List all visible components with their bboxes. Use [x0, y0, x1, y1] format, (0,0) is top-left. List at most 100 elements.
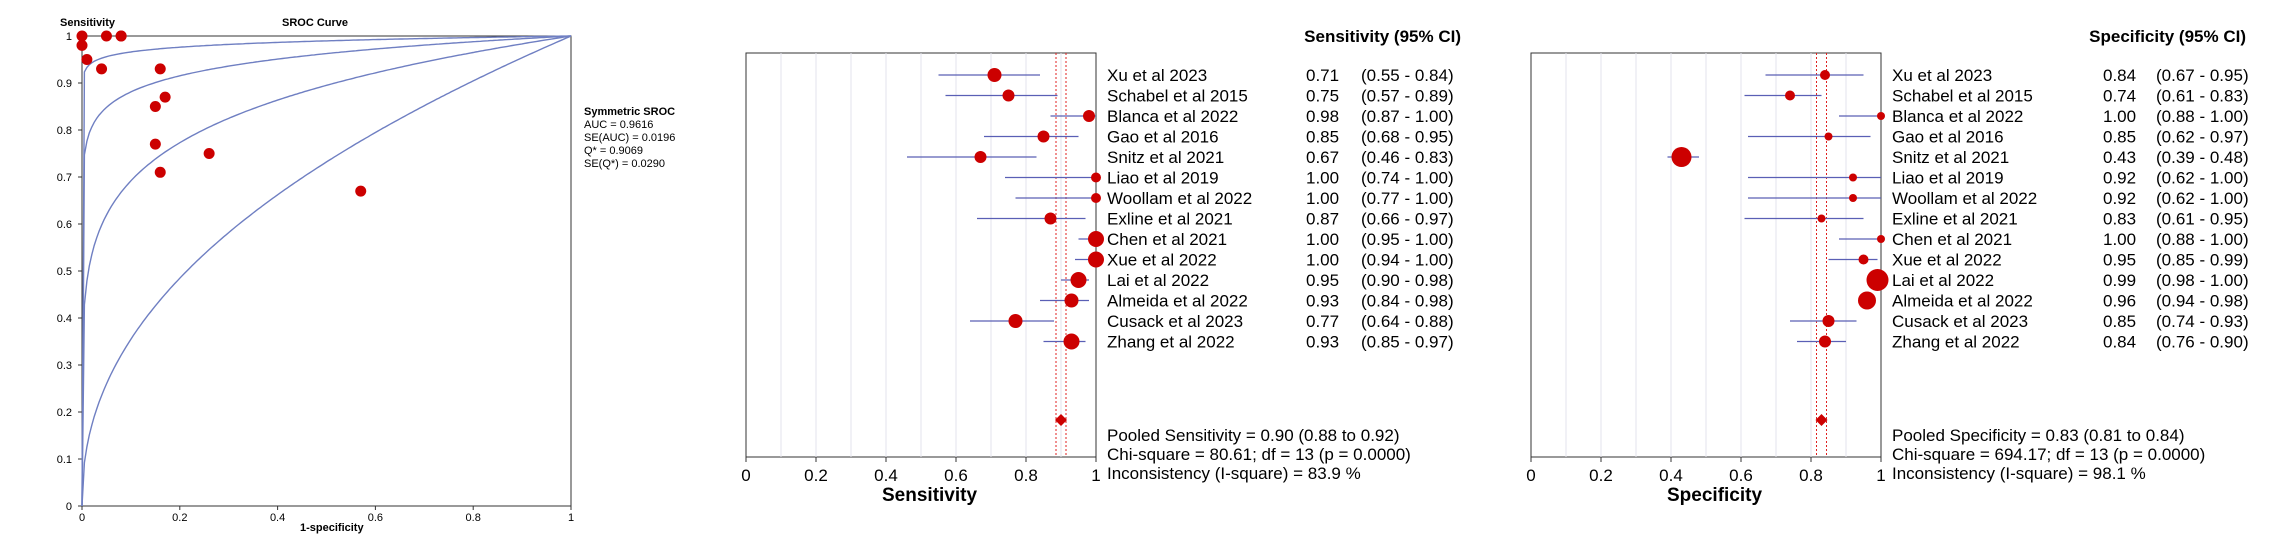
sroc-xlabel: 1-specificity	[300, 522, 364, 534]
study-ci: (0.77 - 1.00)	[1361, 189, 1454, 208]
study-point	[1822, 315, 1835, 327]
sroc-ytick-label: 0.7	[57, 172, 72, 184]
study-ci: (0.87 - 1.00)	[1361, 107, 1454, 126]
sroc-point	[76, 39, 88, 51]
study-point	[1002, 89, 1015, 102]
study-value: 1.00	[1306, 251, 1339, 270]
specificity-marks	[1667, 53, 1889, 457]
sensitivity-study-table: Xu et al 2023 0.71 (0.55 - 0.84) Schabel et…	[1107, 66, 1454, 352]
sroc-curves	[81, 35, 572, 507]
sroc-title: SROC Curve	[282, 17, 348, 29]
study-point	[1877, 235, 1885, 243]
study-value: 0.67	[1306, 148, 1339, 167]
sroc-xtick-label: 0.6	[368, 512, 383, 524]
study-ci: (0.94 - 1.00)	[1361, 251, 1454, 270]
study-ci: (0.57 - 0.89)	[1361, 87, 1454, 106]
specificity-tick-labels: 0 0.2 0.4 0.6 0.8 1	[1526, 466, 1885, 485]
sroc-point	[149, 101, 161, 112]
sensitivity-header: Sensitivity (95% CI)	[1304, 27, 1461, 46]
study-point	[1044, 212, 1057, 225]
study-value: 0.84	[2103, 333, 2136, 352]
study-ci: (0.76 - 0.90)	[2156, 333, 2249, 352]
study-label: Xu et al 2023	[1107, 66, 1207, 85]
sroc-tick-labels: 0 0.1 0.2 0.3 0.4 0.5 0.6 0.7 0.8 0.9 1 0 0.2 0.4 0.6 0…	[57, 31, 574, 524]
sroc-ytick-label: 0.5	[57, 266, 72, 278]
specificity-header: Specificity (95% CI)	[2089, 27, 2246, 46]
study-label: Snitz et al 2021	[1107, 148, 1224, 167]
study-point	[974, 151, 987, 163]
study-point	[1858, 291, 1876, 310]
study-ci: (0.64 - 0.88)	[1361, 312, 1454, 331]
specificity-study-table: Xu et al 2023 0.84 (0.67 - 0.95) Schabel et…	[1892, 66, 2249, 352]
study-value: 0.92	[2103, 169, 2136, 188]
sroc-xtick-label: 0.8	[466, 512, 481, 524]
study-label: Gao et al 2016	[1892, 128, 2004, 147]
study-point	[1070, 272, 1087, 288]
study-label: Lai et al 2022	[1107, 271, 1209, 290]
sroc-panel: Sensitivity SROC Curve 1-specificity 0 0.…	[57, 17, 676, 534]
study-label: Schabel et al 2015	[1892, 87, 2033, 106]
study-ci: (0.62 - 0.97)	[2156, 128, 2249, 147]
study-value: 0.92	[2103, 189, 2136, 208]
study-value: 0.85	[2103, 312, 2136, 331]
sroc-legend-se-auc: SE(AUC) = 0.0196	[584, 132, 675, 144]
study-value: 0.77	[1306, 312, 1339, 331]
study-ci: (0.85 - 0.99)	[2156, 251, 2249, 270]
study-point	[1849, 173, 1857, 182]
study-ci: (0.68 - 0.95)	[1361, 128, 1454, 147]
study-value: 0.85	[1306, 128, 1339, 147]
study-point	[1088, 231, 1104, 247]
sensitivity-grid	[745, 53, 1097, 462]
study-label: Xue et al 2022	[1107, 251, 1217, 270]
study-ci: (0.74 - 0.93)	[2156, 312, 2249, 331]
specificity-summary-chi: Chi-square = 694.17; df = 13 (p = 0.0000…	[1892, 445, 2205, 464]
sroc-ylabel: Sensitivity	[60, 17, 116, 29]
study-ci: (0.55 - 0.84)	[1361, 66, 1454, 85]
specificity-forest-panel: 0 0.2 0.4 0.6 0.8 1 Xu et al 2023 0.84 (0.67 - …	[1526, 27, 2248, 506]
study-label: Xu et al 2023	[1892, 66, 1992, 85]
study-label: Blanca et al 2022	[1892, 107, 2023, 126]
study-point	[1088, 251, 1104, 268]
study-value: 0.99	[2103, 271, 2136, 290]
study-label: Lai et al 2022	[1892, 271, 1994, 290]
study-point	[1785, 90, 1795, 101]
sroc-point	[203, 148, 215, 159]
study-value: 0.95	[1306, 271, 1339, 290]
sroc-curve	[81, 35, 572, 507]
study-ci: (0.61 - 0.95)	[2156, 210, 2249, 229]
sroc-point	[76, 30, 88, 42]
study-ci: (0.39 - 0.48)	[2156, 148, 2249, 167]
study-value: 0.93	[1306, 292, 1339, 311]
study-point	[1083, 110, 1095, 122]
sroc-point	[100, 30, 112, 42]
study-label: Exline et al 2021	[1892, 210, 2018, 229]
sroc-ytick-label: 0.4	[57, 313, 72, 325]
sroc-ytick-label: 0.3	[57, 360, 72, 372]
study-point	[1091, 172, 1101, 183]
study-value: 0.75	[1306, 87, 1339, 106]
sroc-curve	[81, 35, 572, 507]
study-value: 0.43	[2103, 148, 2136, 167]
study-label: Gao et al 2016	[1107, 128, 1219, 147]
study-label: Cusack et al 2023	[1892, 312, 2028, 331]
study-label: Zhang et al 2022	[1107, 333, 1235, 352]
sroc-legend: Symmetric SROC AUC = 0.9616 SE(AUC) = 0.…	[584, 106, 675, 170]
study-point	[1820, 70, 1830, 80]
sensitivity-axis-title: Sensitivity	[882, 485, 977, 506]
study-point	[1866, 269, 1889, 291]
sroc-ytick-label: 0	[66, 501, 72, 513]
study-point	[1817, 214, 1826, 223]
study-label: Chen et al 2021	[1107, 230, 1227, 249]
study-value: 1.00	[1306, 169, 1339, 188]
sroc-point	[154, 63, 166, 75]
study-value: 0.85	[2103, 128, 2136, 147]
study-point	[1008, 314, 1023, 328]
study-ci: (0.74 - 1.00)	[1361, 169, 1454, 188]
study-point	[987, 68, 1002, 82]
forest-xtick-label: 0.4	[1659, 466, 1683, 485]
sroc-xtick-label: 1	[568, 512, 574, 524]
study-point	[1877, 112, 1885, 120]
forest-xtick-label: 0.8	[1799, 466, 1823, 485]
sroc-ytick-label: 0.8	[57, 125, 72, 137]
sroc-legend-se-q: SE(Q*) = 0.0290	[584, 158, 665, 170]
